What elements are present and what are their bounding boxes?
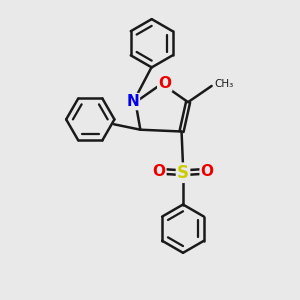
Text: O: O xyxy=(201,164,214,179)
Text: O: O xyxy=(158,76,171,91)
Text: O: O xyxy=(152,164,165,179)
Text: N: N xyxy=(126,94,139,109)
Text: CH₃: CH₃ xyxy=(214,80,233,89)
Text: S: S xyxy=(177,164,189,182)
